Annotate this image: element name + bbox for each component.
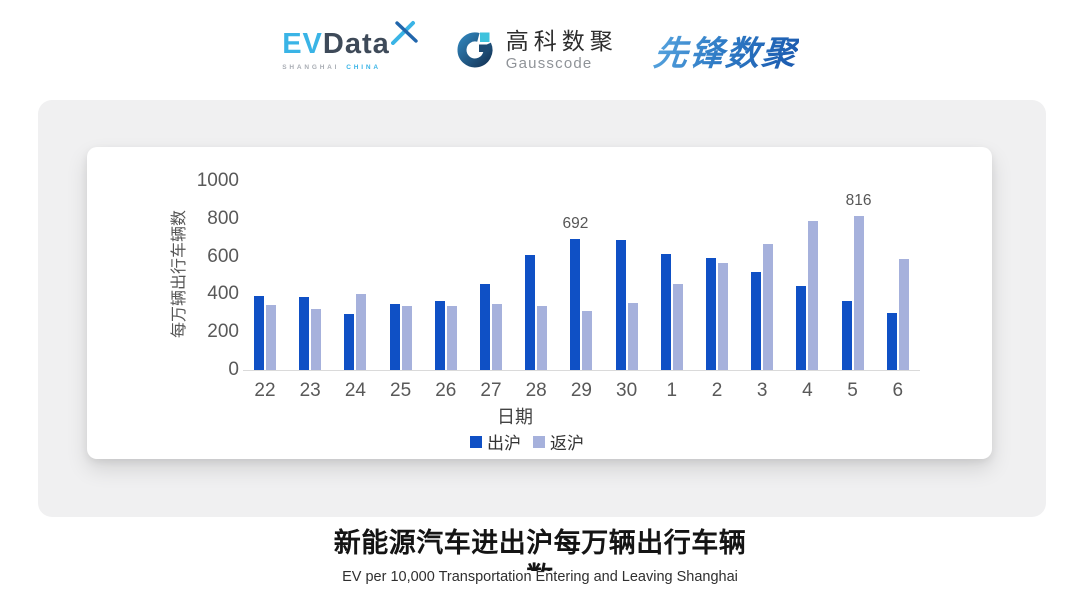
bar-返沪-2 bbox=[718, 262, 728, 370]
evdata-subtext-shanghai: SHANGHAI bbox=[282, 63, 340, 71]
bar-出沪-1 bbox=[660, 253, 671, 370]
bar-返沪-6 bbox=[898, 258, 909, 370]
data-label: 816 bbox=[845, 191, 872, 209]
caption: 新能源汽车进出沪每万辆出行车辆数 EV per 10,000 Transport… bbox=[0, 526, 1080, 585]
legend-swatch bbox=[533, 435, 545, 448]
x-tick-label: 30 bbox=[616, 380, 638, 401]
evdata-logo: EV Data SHANGHAI CHINA bbox=[282, 21, 418, 71]
y-tick-label: 400 bbox=[207, 283, 239, 305]
x-tick-label: 25 bbox=[390, 380, 412, 401]
bar-出沪-27 bbox=[480, 284, 490, 370]
chart-subtitle: EV per 10,000 Transportation Entering an… bbox=[342, 569, 738, 585]
x-tick-label: 6 bbox=[892, 380, 904, 401]
x-tick-label: 28 bbox=[525, 380, 547, 401]
chart-panel: 每万辆出行车辆数 22 23 24 25 26 27 28 29 30 1 2 3 4 5 6 692 816 … bbox=[38, 100, 1046, 517]
bar-出沪-5 bbox=[841, 301, 852, 370]
x-tick-label: 24 bbox=[344, 380, 366, 401]
bar-返沪-26 bbox=[446, 306, 457, 370]
legend-label: 出沪 bbox=[487, 434, 521, 453]
bar-返沪-25 bbox=[401, 305, 412, 370]
bar-出沪-2 bbox=[706, 257, 716, 370]
bar-出沪-28 bbox=[525, 254, 536, 370]
bar-返沪-27 bbox=[492, 304, 502, 370]
bar-返沪-23 bbox=[311, 309, 322, 370]
x-tick-label: 4 bbox=[802, 380, 813, 401]
bar-返沪-29 bbox=[582, 311, 593, 370]
data-label: 692 bbox=[562, 215, 589, 233]
evdata-x-icon bbox=[390, 21, 418, 46]
bar-出沪-25 bbox=[389, 304, 400, 370]
legend: 出沪 返沪 bbox=[470, 429, 584, 454]
bar-出沪-22 bbox=[254, 295, 264, 370]
chart-card: 每万辆出行车辆数 22 23 24 25 26 27 28 29 30 1 2 3 4 5 6 692 816 … bbox=[87, 147, 992, 459]
x-tick-label: 26 bbox=[435, 380, 457, 401]
x-tick-label: 1 bbox=[666, 380, 678, 401]
x-axis-title: 日期 bbox=[497, 407, 533, 427]
bar-返沪-30 bbox=[627, 302, 638, 370]
gausscode-logo: 高科数聚 Gausscode bbox=[454, 28, 618, 72]
legend-label: 返沪 bbox=[550, 434, 584, 453]
bar-出沪-30 bbox=[615, 240, 626, 370]
bar-出沪-24 bbox=[344, 314, 355, 370]
chart-title: 新能源汽车进出沪每万辆出行车辆数 bbox=[333, 528, 747, 571]
bar-返沪-3 bbox=[763, 244, 774, 370]
header-logos: EV Data SHANGHAI CHINA bbox=[0, 18, 1080, 82]
bar-返沪-4 bbox=[808, 220, 819, 370]
bar-返沪-1 bbox=[672, 283, 683, 370]
x-tick-label: 22 bbox=[254, 380, 276, 401]
bar-出沪-23 bbox=[299, 297, 310, 370]
bar-返沪-24 bbox=[356, 294, 367, 370]
bar-返沪-5 bbox=[853, 215, 864, 370]
x-tick-label: 23 bbox=[299, 380, 321, 401]
bar-返沪-22 bbox=[266, 304, 276, 370]
legend-item-返沪: 返沪 bbox=[533, 429, 584, 454]
y-tick-label: 600 bbox=[207, 245, 239, 267]
x-axis-line bbox=[243, 370, 920, 371]
x-tick-label: 5 bbox=[847, 380, 858, 401]
legend-item-出沪: 出沪 bbox=[470, 429, 521, 454]
evdata-data-text: Data bbox=[322, 28, 390, 61]
x-tick-label: 3 bbox=[756, 380, 768, 401]
evdata-subtext: SHANGHAI CHINA bbox=[282, 64, 418, 71]
y-tick-label: 200 bbox=[207, 321, 239, 343]
y-tick-label: 1000 bbox=[196, 170, 239, 191]
x-tick-label: 2 bbox=[711, 380, 723, 401]
evdata-wordmark: EV Data bbox=[282, 21, 418, 61]
gausscode-cn-text: 高科数聚 bbox=[505, 28, 618, 55]
bar-返沪-28 bbox=[537, 305, 548, 370]
gausscode-text: 高科数聚 Gausscode bbox=[506, 28, 618, 71]
bar-出沪-3 bbox=[751, 271, 762, 370]
bar-出沪-26 bbox=[434, 301, 445, 370]
bar-出沪-4 bbox=[796, 285, 807, 370]
legend-swatch bbox=[470, 435, 482, 448]
x-tick-label: 29 bbox=[570, 380, 592, 401]
pioneer-logo: 先锋数聚 bbox=[651, 26, 800, 75]
plot-area: 22 23 24 25 26 27 28 29 30 1 2 3 4 5 6 692 816 bbox=[243, 181, 920, 401]
evdata-subtext-china: CHINA bbox=[346, 63, 381, 71]
bar-出沪-29 bbox=[570, 239, 581, 370]
gausscode-en-text: Gausscode bbox=[505, 54, 593, 72]
evdata-ev-text: EV bbox=[282, 28, 323, 61]
x-tick-label: 27 bbox=[480, 380, 502, 401]
y-tick-label: 0 bbox=[228, 359, 239, 380]
gausscode-g-icon bbox=[457, 32, 493, 68]
bar-出沪-6 bbox=[886, 312, 897, 370]
y-tick-label: 800 bbox=[207, 207, 239, 229]
